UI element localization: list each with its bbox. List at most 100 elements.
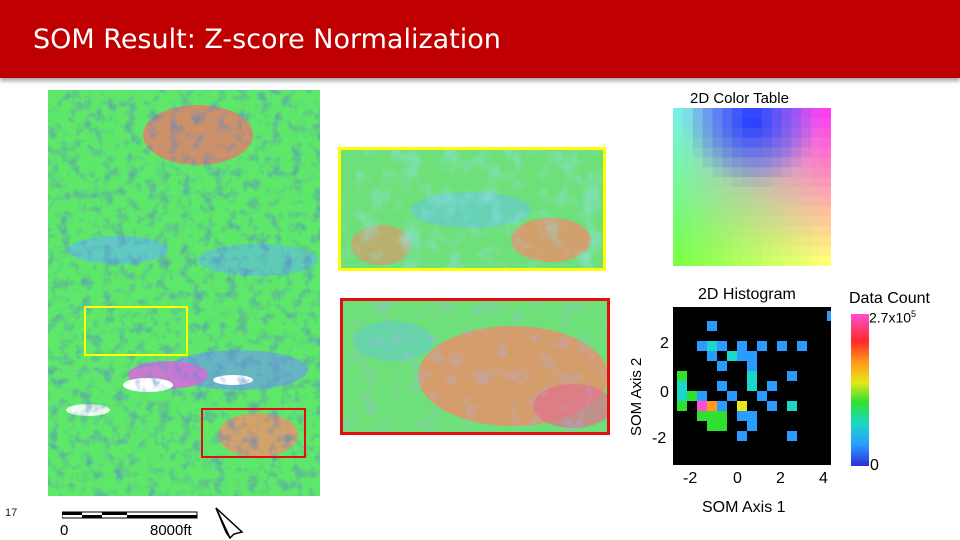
color-table-cell [752,157,763,168]
color-table-cell [761,157,773,168]
color-table-cell [712,157,723,168]
color-table-cell [781,216,793,228]
histogram-cell [767,381,777,391]
histogram-cell [727,391,737,401]
color-table-cell [732,226,743,237]
histogram-title: 2D Histogram [698,286,796,303]
histogram-cell [707,341,717,351]
color-table-cell [692,157,704,168]
color-table-cell [702,157,714,168]
color-table-cell [722,187,733,198]
color-table-cell [712,187,723,198]
histogram-cell [717,411,727,421]
color-table-cell [702,236,714,247]
color-table-cell [791,216,802,228]
color-table-cell [742,137,753,149]
histogram-cell [777,341,787,351]
histogram-cell [697,341,707,351]
color-table-cell [722,236,733,247]
color-table-cell [722,117,733,129]
color-table-cell [692,177,704,188]
color-table-cell [722,127,733,139]
color-table-cell [801,236,812,247]
seismic-map-image [48,90,320,496]
color-table-cell [722,157,733,168]
color-table-cell [712,127,723,139]
color-table-cell [682,206,694,218]
color-table-cell [682,246,694,257]
slide-number: 17 [5,507,18,519]
color-table-cell [732,216,743,228]
color-table-cell [821,167,831,178]
color-table-cell [801,256,812,266]
color-table-cell [752,216,763,228]
histogram-cell [737,411,747,421]
color-table-cell [752,108,763,119]
color-table-cell [771,196,783,208]
color-table-cell [811,216,822,228]
histogram-cell [737,401,747,411]
color-table-cell [682,196,694,208]
color-table-cell [761,177,773,188]
color-table-cell [682,147,694,158]
color-table-cell [801,157,812,168]
color-table-cell [732,157,743,168]
zoom-red-inset [340,298,610,435]
color-table-cell [692,108,704,119]
color-table-cell [771,226,783,237]
color-table-cell [791,167,802,178]
color-table-cell [712,177,723,188]
color-table-cell [801,137,812,149]
histogram-cell [697,391,707,401]
color-table-cell [821,137,831,149]
color-table-cell [742,108,753,119]
color-table-cell [682,167,694,178]
color-table-cell [692,206,704,218]
histogram-cell [747,381,757,391]
histogram-cell [707,351,717,361]
color-table-cell [692,236,704,247]
x-tick-neg2: -2 [683,470,698,487]
color-table-cell [811,236,822,247]
color-table-cell [811,127,822,139]
color-table-cell [682,236,694,247]
color-table-cell [811,147,822,158]
color-table-cell [742,196,753,208]
slide-title: SOM Result: Z-score Normalization [33,24,501,55]
color-table-cell [742,187,753,198]
color-table-cell [682,177,694,188]
color-table-cell [722,226,733,237]
color-table-cell [821,256,831,266]
histogram-cell [827,311,831,321]
color-table-cell [801,177,812,188]
color-table-cell [761,147,773,158]
color-table-cell [712,196,723,208]
color-table-cell [781,246,793,257]
color-table-cell [781,177,793,188]
color-table-cell [682,137,694,149]
color-table-cell [791,226,802,237]
color-table-cell [712,226,723,237]
color-table-cell [712,137,723,149]
color-table-cell [771,187,783,198]
title-bar [0,0,960,78]
color-table-cell [752,117,763,129]
color-table-cell [821,127,831,139]
color-table-cell [771,246,783,257]
color-table-cell [821,196,831,208]
color-table-cell [801,196,812,208]
scale-bar-end-label: 8000ft [150,522,192,539]
color-table-cell [673,216,684,228]
color-table-cell [771,256,783,266]
color-table-cell [801,187,812,198]
color-table-cell [722,167,733,178]
color-table-cell [742,157,753,168]
color-table-cell [791,206,802,218]
y-axis-label: SOM Axis 2 [628,357,645,436]
color-table-cell [692,137,704,149]
color-table-grid [673,108,831,266]
color-table-cell [791,256,802,266]
color-table-cell [742,147,753,158]
color-table-cell [673,167,684,178]
color-table-cell [722,246,733,257]
